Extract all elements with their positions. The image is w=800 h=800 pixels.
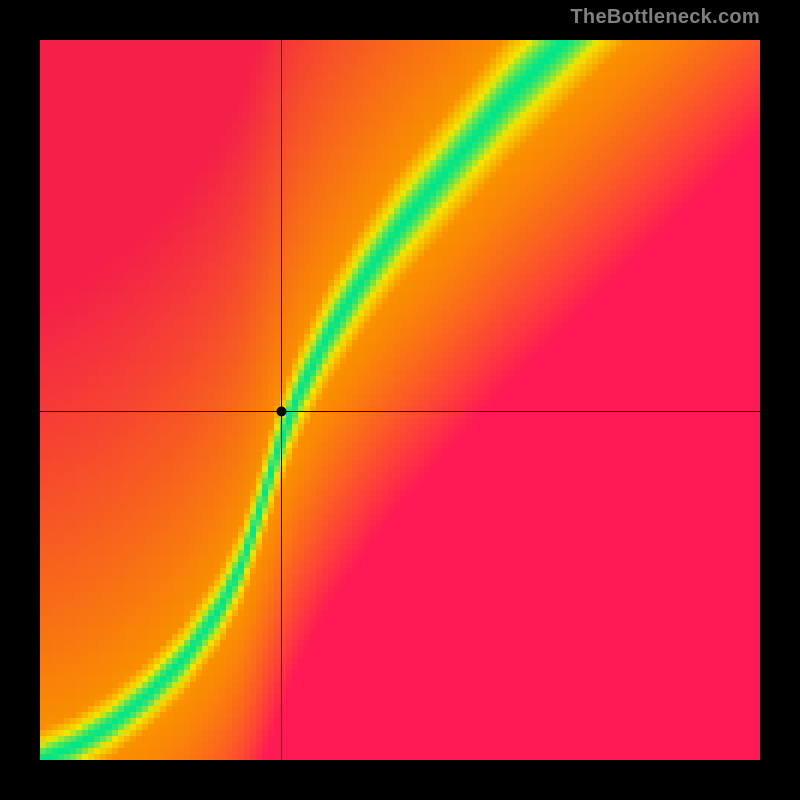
plot-frame xyxy=(40,40,760,760)
heatmap-canvas xyxy=(40,40,760,760)
watermark-text: TheBottleneck.com xyxy=(570,6,760,29)
chart-container: TheBottleneck.com xyxy=(0,0,800,800)
